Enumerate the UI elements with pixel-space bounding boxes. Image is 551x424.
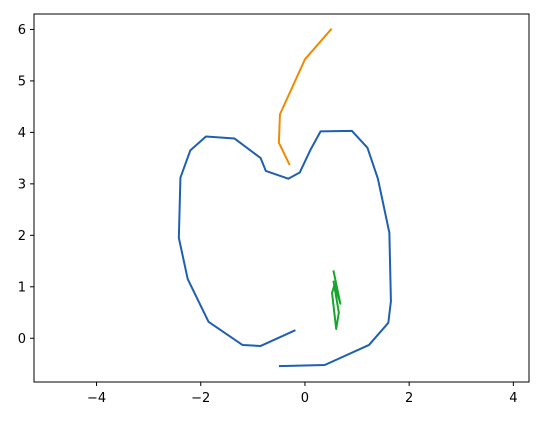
- y-tick-label: 0: [18, 332, 26, 347]
- x-tick-label: −4: [87, 391, 106, 406]
- series-line-3: [331, 270, 342, 330]
- y-tick-label: 2: [18, 229, 26, 244]
- x-axis: −4 −2 0 2 4: [87, 382, 518, 406]
- y-tick-label: 4: [18, 126, 26, 141]
- x-tick-label: 0: [301, 391, 309, 406]
- series-line-1: [177, 129, 392, 368]
- series-layer: [177, 28, 392, 368]
- y-tick-label: 3: [18, 177, 26, 192]
- y-tick-label: 5: [18, 74, 26, 89]
- y-tick-label: 1: [18, 280, 26, 295]
- y-axis: 0 1 2 3 4 5 6: [18, 23, 34, 347]
- plot-frame: [33, 13, 530, 383]
- x-tick-label: −2: [191, 391, 210, 406]
- series-line-2: [277, 28, 333, 166]
- x-tick-label: 2: [405, 391, 413, 406]
- y-tick-label: 6: [18, 23, 26, 38]
- x-tick-label: 4: [509, 391, 517, 406]
